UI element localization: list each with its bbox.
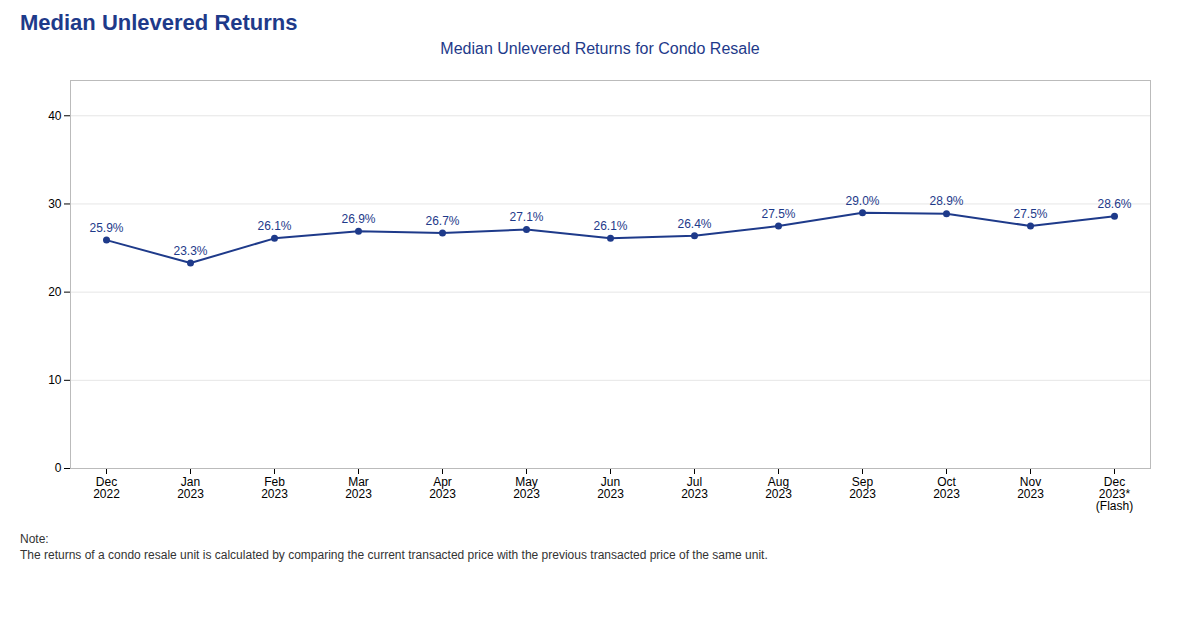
svg-text:Apr2023: Apr2023 <box>429 475 456 501</box>
svg-text:Mar2023: Mar2023 <box>345 475 372 501</box>
html-text:Median Unlevered Returns for C: Median Unlevered Returns for Condo Resal… <box>440 40 760 57</box>
svg-text:Aug2023: Aug2023 <box>765 475 792 501</box>
svg-text:Jul2023: Jul2023 <box>681 475 708 501</box>
svg-text:Nov2023: Nov2023 <box>1017 475 1044 501</box>
html-text:The returns of a condo resale: The returns of a condo resale unit is ca… <box>20 548 768 562</box>
svg-text:40: 40 <box>48 109 62 123</box>
svg-text:26.9%: 26.9% <box>341 212 375 226</box>
svg-text:May2023: May2023 <box>513 475 540 501</box>
svg-text:26.1%: 26.1% <box>257 219 291 233</box>
html-text:Median Unlevered Returns: Median Unlevered Returns <box>20 10 298 35</box>
svg-text:30: 30 <box>48 197 62 211</box>
svg-text:27.5%: 27.5% <box>761 207 795 221</box>
svg-text:10: 10 <box>48 373 62 387</box>
svg-text:Feb2023: Feb2023 <box>261 475 288 501</box>
svg-text:Sep2023: Sep2023 <box>849 475 876 501</box>
svg-text:Dec2023*(Flash): Dec2023*(Flash) <box>1096 475 1133 513</box>
svg-text:28.9%: 28.9% <box>929 194 963 208</box>
svg-text:Dec2022: Dec2022 <box>93 475 120 501</box>
svg-text:Jan2023: Jan2023 <box>177 475 204 501</box>
svg-text:29.0%: 29.0% <box>845 194 879 208</box>
svg-text:26.4%: 26.4% <box>677 217 711 231</box>
svg-text:20: 20 <box>48 285 62 299</box>
svg-text:28.6%: 28.6% <box>1097 197 1131 211</box>
html-text:Note:: Note: <box>20 532 49 546</box>
svg-text:26.1%: 26.1% <box>593 219 627 233</box>
svg-text:Oct2023: Oct2023 <box>933 475 960 501</box>
svg-text:26.7%: 26.7% <box>425 214 459 228</box>
svg-text:23.3%: 23.3% <box>173 244 207 258</box>
svg-text:27.1%: 27.1% <box>509 210 543 224</box>
svg-text:Jun2023: Jun2023 <box>597 475 624 501</box>
svg-text:27.5%: 27.5% <box>1013 207 1047 221</box>
svg-text:25.9%: 25.9% <box>89 221 123 235</box>
svg-text:0: 0 <box>55 461 62 475</box>
